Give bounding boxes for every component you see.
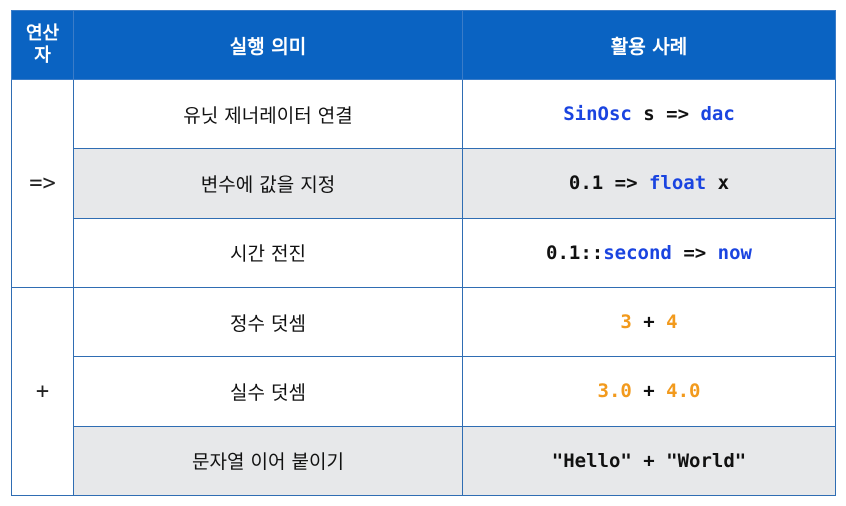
code-token: x xyxy=(706,172,730,195)
table-row: 실수 덧셈 3.0 + 4.0 xyxy=(12,356,836,427)
header-operator: 연산 자 xyxy=(11,10,74,80)
code-token: + xyxy=(631,311,667,334)
code-token: "Hello" + "World" xyxy=(551,449,747,472)
example-cell: 0.1 => float x xyxy=(462,148,836,219)
example-cell: 3 + 4 xyxy=(462,286,836,358)
code-token: dac xyxy=(700,103,735,126)
code-token: float xyxy=(648,172,707,195)
code-token: 0.1:: xyxy=(546,241,604,264)
code-token: 3 xyxy=(620,311,632,334)
meaning-cell: 유닛 제너레이터 연결 xyxy=(73,78,463,150)
code-token: + xyxy=(631,380,667,403)
meaning-cell: 실수 덧셈 xyxy=(73,356,463,427)
example-cell: 3.0 + 4.0 xyxy=(462,356,836,427)
code-token: s => xyxy=(631,103,701,126)
code-token: second xyxy=(603,241,672,264)
header-row: 연산 자 실행 의미 활용 사례 xyxy=(11,10,836,80)
table-row: + 정수 덧셈 3 + 4 xyxy=(11,286,836,497)
operator-cell: => xyxy=(11,79,74,288)
meaning-cell: 변수에 값을 지정 xyxy=(73,148,463,219)
example-cell: "Hello" + "World" xyxy=(462,425,836,497)
header-example: 활용 사례 xyxy=(462,10,836,80)
code-token: => xyxy=(671,241,718,264)
table-row: 시간 전진 0.1::second => now xyxy=(12,217,836,288)
code-token: 3.0 xyxy=(597,380,632,403)
example-cell: 0.1::second => now xyxy=(462,217,836,288)
code-token: 0.1 => xyxy=(568,172,649,195)
table-row: 변수에 값을 지정 0.1 => float x xyxy=(12,148,836,219)
meaning-cell: 정수 덧셈 xyxy=(73,286,463,358)
meaning-cell: 시간 전진 xyxy=(73,217,463,288)
operator-cell: + xyxy=(11,286,74,497)
table-row: => 유닛 제너레이터 연결 SinOsc s => dac xyxy=(11,78,836,288)
header-operator-line1: 연산 xyxy=(25,23,60,44)
code-token: 4.0 xyxy=(666,380,701,403)
code-token: now xyxy=(717,241,752,264)
operator-table: 연산 자 실행 의미 활용 사례 => 유닛 제너레이터 연결 SinOsc s… xyxy=(11,10,836,497)
table-row: 문자열 이어 붙이기 "Hello" + "World" xyxy=(12,425,836,497)
header-meaning: 실행 의미 xyxy=(73,10,463,80)
code-token: SinOsc xyxy=(563,103,632,126)
header-operator-line2: 자 xyxy=(34,45,51,66)
example-cell: SinOsc s => dac xyxy=(462,78,836,150)
meaning-cell: 문자열 이어 붙이기 xyxy=(73,425,463,497)
code-token: 4 xyxy=(666,311,678,334)
